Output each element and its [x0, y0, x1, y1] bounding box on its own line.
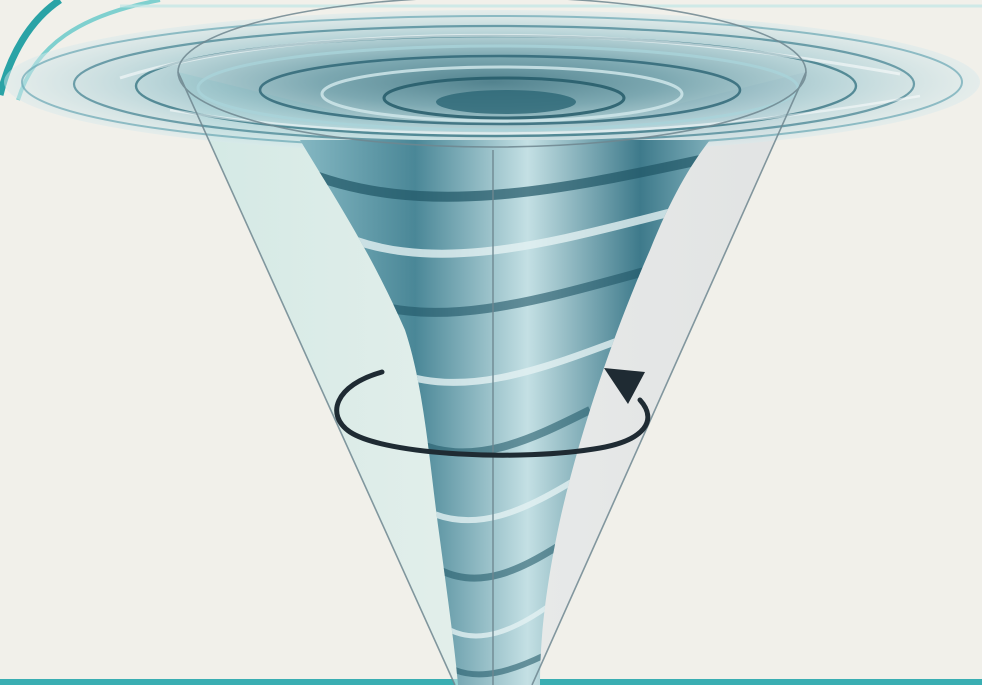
swirl-disc: [4, 10, 980, 154]
corner-accent-arc: [0, 0, 62, 96]
counterclockwise-rotation-arrow-icon: [334, 368, 651, 458]
cone-outline: [177, 0, 807, 685]
